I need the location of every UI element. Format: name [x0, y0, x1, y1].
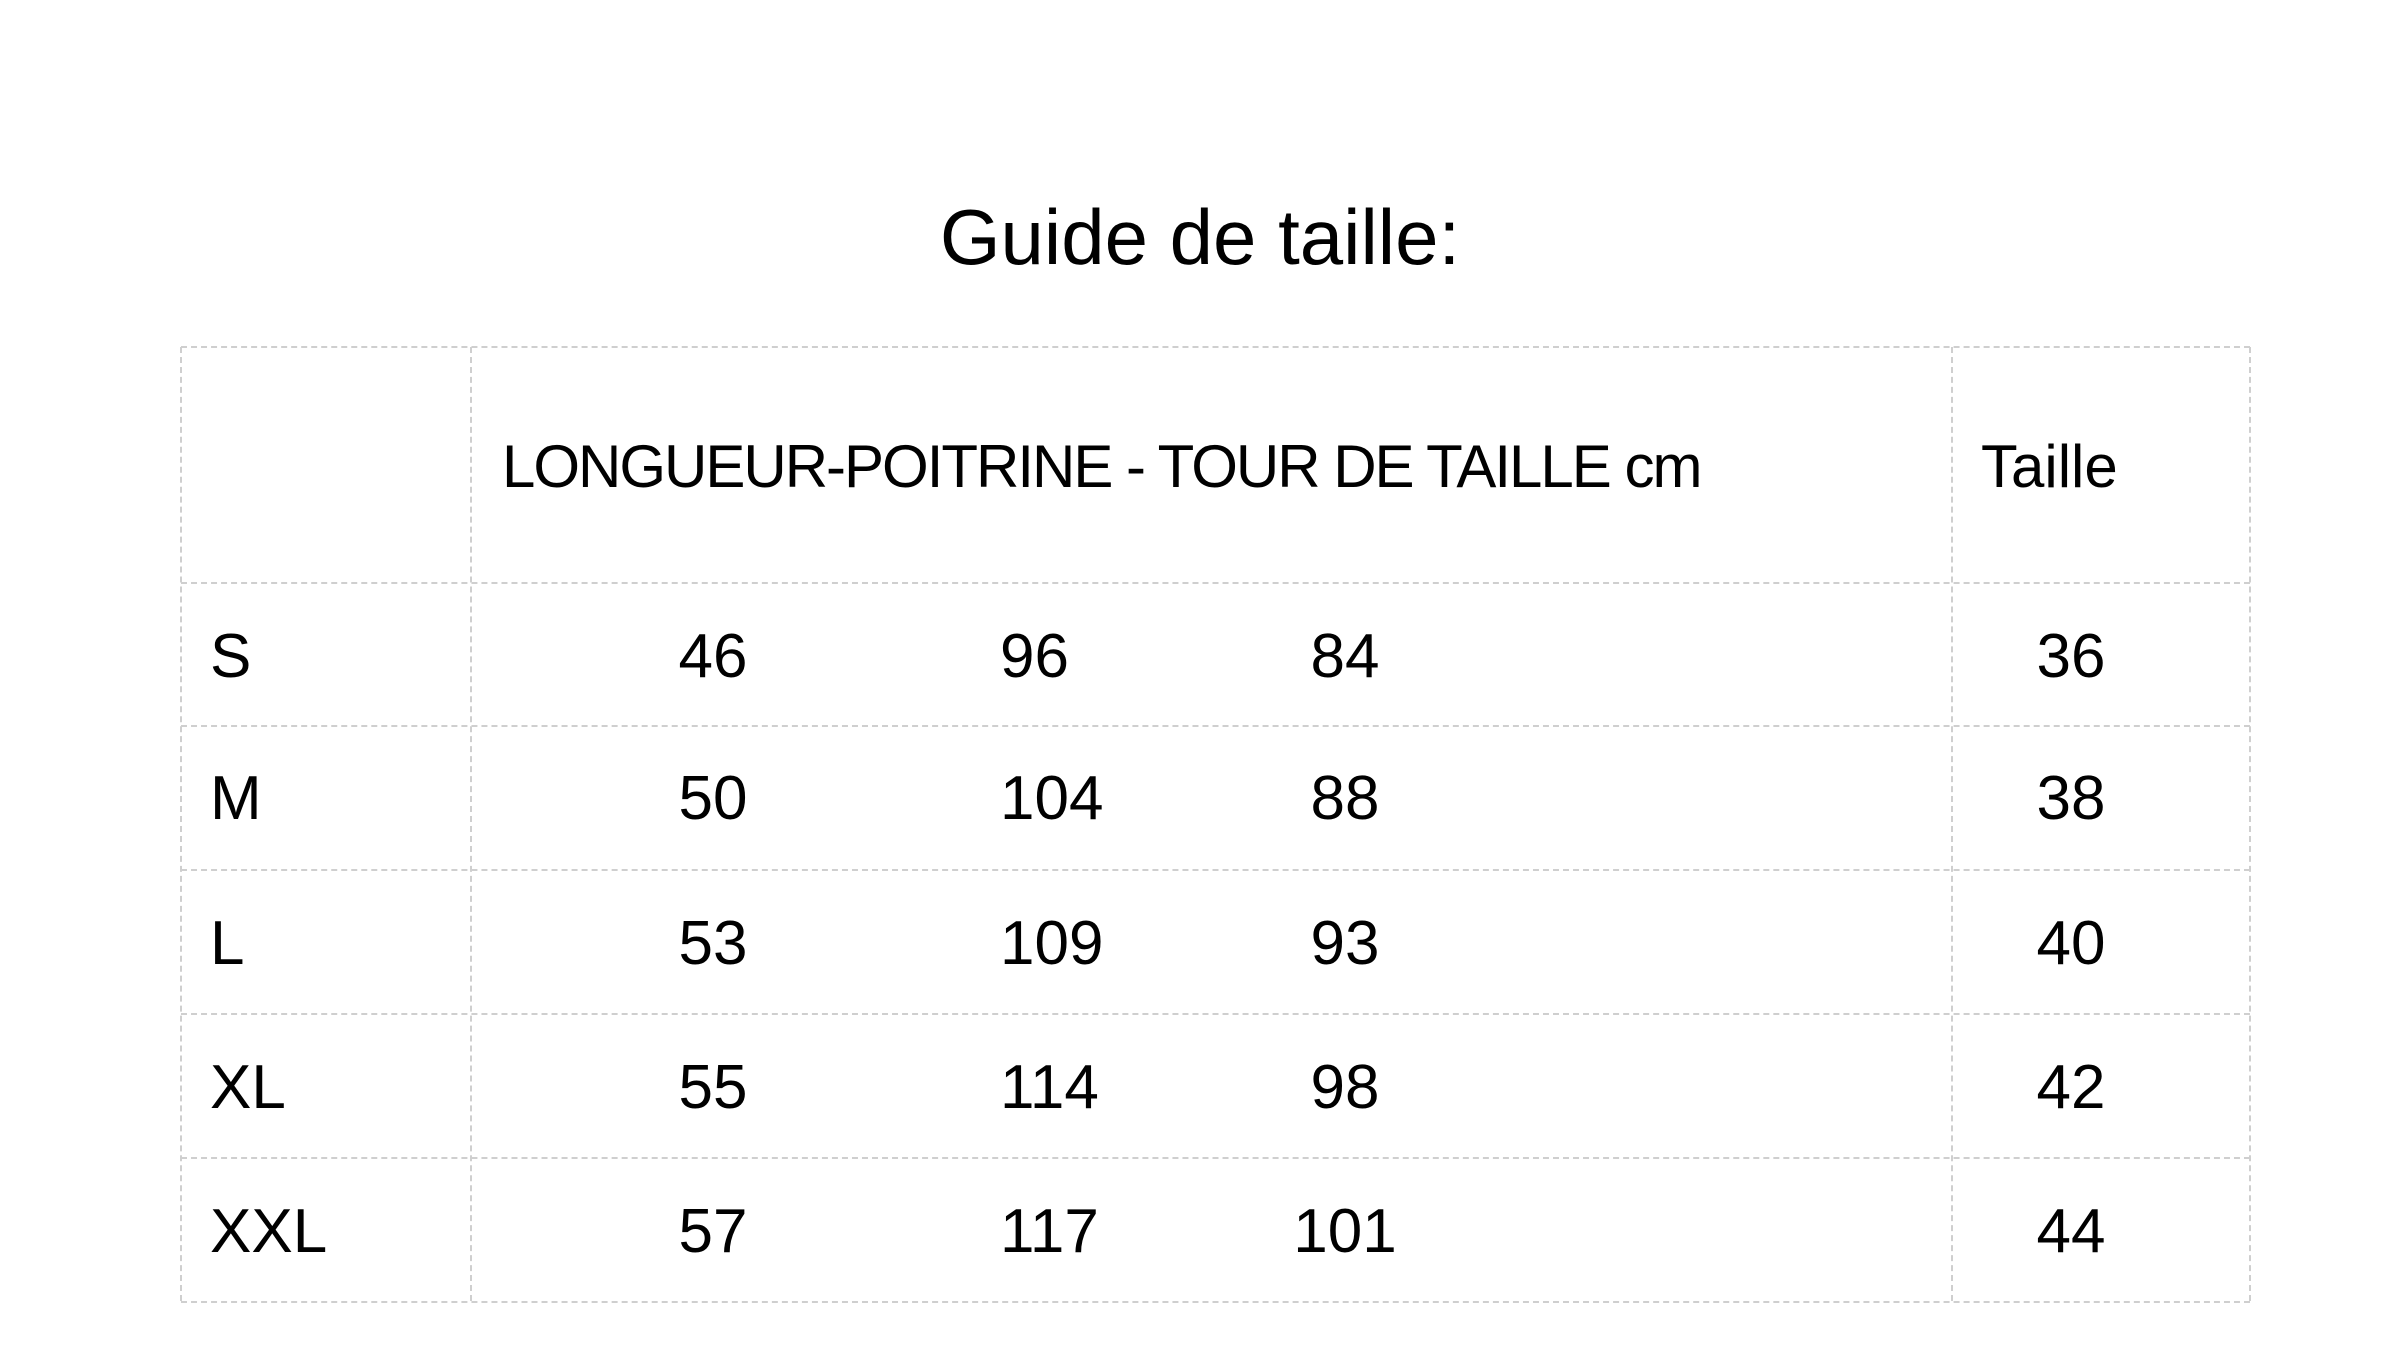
poitrine-cell: 96 [1000, 622, 1069, 691]
tour-de-taille-cell: 84 [1310, 622, 1380, 691]
taille-cell: 44 [2036, 1197, 2106, 1266]
poitrine-cell: 117 [1000, 1197, 1099, 1266]
longueur-cell: 50 [678, 764, 748, 833]
size-cell: M [210, 764, 262, 833]
taille-cell: 40 [2036, 909, 2106, 978]
page-title: Guide de taille: [939, 193, 1461, 281]
row-divider [181, 1157, 2250, 1159]
table-border [2249, 347, 2251, 1301]
size-cell: L [210, 909, 245, 978]
column-divider [470, 347, 472, 1301]
taille-cell: 38 [2036, 764, 2106, 833]
longueur-cell: 55 [678, 1053, 748, 1122]
size-cell: XL [210, 1053, 286, 1122]
poitrine-cell: 114 [1000, 1053, 1099, 1122]
row-divider [181, 869, 2250, 871]
row-divider [181, 1013, 2250, 1015]
table-border [181, 346, 2250, 348]
header-taille: Taille [1981, 433, 2118, 500]
tour-de-taille-cell: 101 [1293, 1197, 1397, 1266]
taille-cell: 36 [2036, 622, 2106, 691]
column-divider [1951, 347, 1953, 1301]
taille-cell: 42 [2036, 1053, 2106, 1122]
tour-de-taille-cell: 93 [1310, 909, 1380, 978]
longueur-cell: 46 [678, 622, 748, 691]
poitrine-cell: 104 [1000, 764, 1104, 833]
size-cell: XXL [210, 1197, 328, 1266]
header-measurements: LONGUEUR-POITRINE - TOUR DE TAILLE cm [502, 433, 1702, 500]
table-border [180, 347, 182, 1301]
poitrine-cell: 109 [1000, 909, 1104, 978]
row-divider [181, 725, 2250, 727]
row-divider [181, 582, 2250, 584]
tour-de-taille-cell: 88 [1310, 764, 1380, 833]
longueur-cell: 57 [678, 1197, 748, 1266]
tour-de-taille-cell: 98 [1310, 1053, 1380, 1122]
size-cell: S [210, 622, 252, 691]
longueur-cell: 53 [678, 909, 748, 978]
table-border [181, 1301, 2250, 1303]
